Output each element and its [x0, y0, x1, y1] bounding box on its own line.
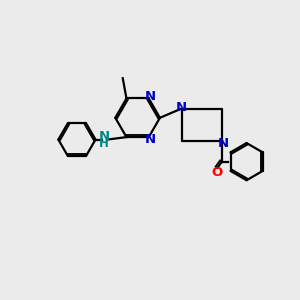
- Text: N: N: [99, 130, 110, 143]
- Text: N: N: [176, 101, 187, 114]
- Text: H: H: [99, 136, 109, 150]
- Text: O: O: [211, 166, 223, 179]
- Text: N: N: [144, 90, 156, 103]
- Text: N: N: [218, 137, 229, 150]
- Text: N: N: [144, 133, 156, 146]
